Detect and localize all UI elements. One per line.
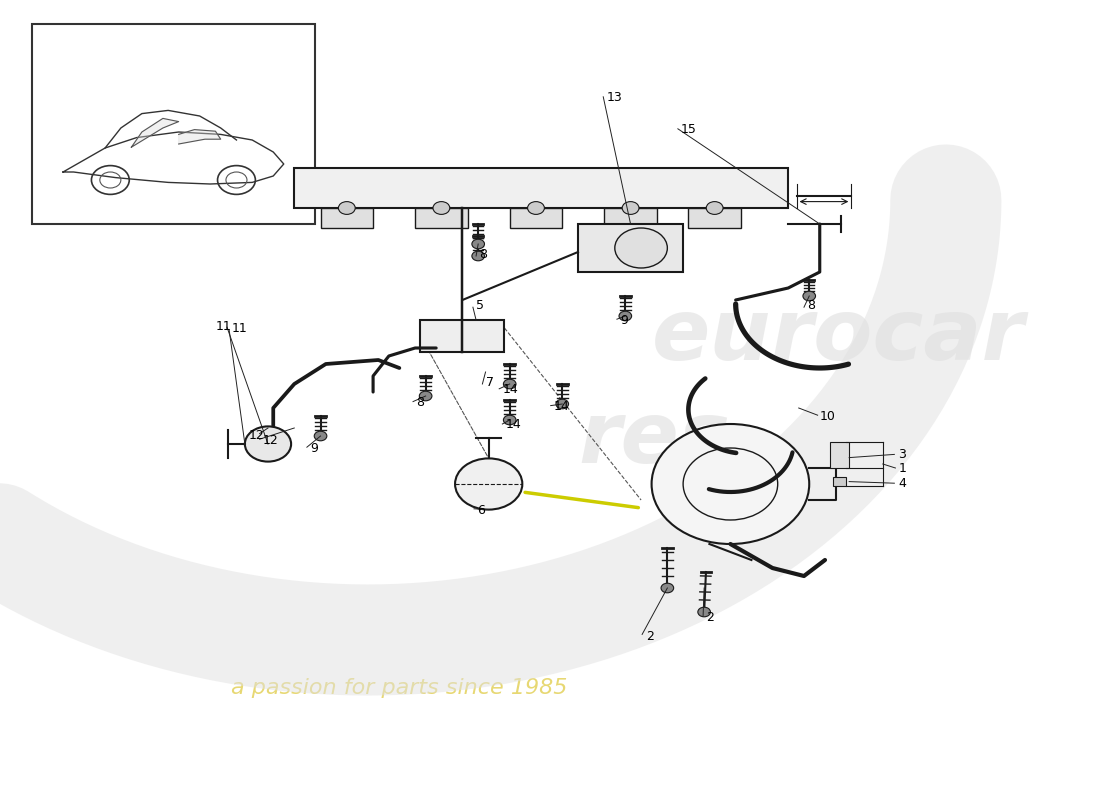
Text: 9: 9: [310, 442, 318, 454]
Text: 15: 15: [681, 123, 697, 136]
Circle shape: [706, 202, 723, 214]
Bar: [295, 168, 789, 208]
Text: 12: 12: [249, 429, 265, 442]
Text: 8: 8: [416, 396, 425, 409]
Bar: [689, 208, 741, 228]
Circle shape: [619, 311, 631, 321]
Text: 14: 14: [506, 418, 521, 431]
Bar: [834, 477, 846, 486]
Text: 8: 8: [480, 248, 487, 261]
Circle shape: [803, 291, 815, 301]
Bar: [320, 208, 373, 228]
Text: 13: 13: [606, 91, 623, 104]
Text: 9: 9: [620, 314, 628, 326]
Circle shape: [623, 202, 639, 214]
Text: 1: 1: [899, 462, 906, 474]
Text: 10: 10: [820, 410, 836, 422]
Circle shape: [315, 431, 327, 441]
Text: 3: 3: [899, 448, 906, 461]
Circle shape: [245, 426, 292, 462]
Bar: [32, 24, 316, 224]
Text: 5: 5: [476, 299, 484, 312]
Circle shape: [661, 583, 673, 593]
Circle shape: [697, 607, 711, 617]
Bar: [420, 320, 505, 352]
Bar: [509, 208, 562, 228]
Text: 8: 8: [807, 299, 815, 312]
Text: 7: 7: [485, 376, 494, 389]
Circle shape: [615, 228, 668, 268]
Text: a passion for parts since 1985: a passion for parts since 1985: [231, 678, 568, 698]
Circle shape: [472, 239, 484, 249]
Circle shape: [504, 415, 516, 425]
Text: 14: 14: [554, 400, 570, 413]
Text: 2: 2: [706, 611, 714, 624]
Text: eurocar: eurocar: [651, 294, 1024, 378]
Text: 11: 11: [216, 320, 231, 333]
Circle shape: [528, 202, 544, 214]
Text: 4: 4: [899, 477, 906, 490]
Circle shape: [339, 202, 355, 214]
Text: 6: 6: [477, 504, 485, 517]
Circle shape: [651, 424, 810, 544]
Text: res: res: [578, 398, 730, 482]
Circle shape: [504, 379, 516, 389]
Bar: [415, 208, 468, 228]
Bar: [604, 208, 657, 228]
Circle shape: [419, 391, 432, 401]
Circle shape: [455, 458, 522, 510]
Text: 14: 14: [503, 383, 518, 396]
Text: 12: 12: [263, 434, 278, 446]
Bar: [830, 442, 849, 468]
Text: 2: 2: [647, 630, 654, 642]
Polygon shape: [131, 118, 178, 147]
Text: 11: 11: [231, 322, 248, 334]
Bar: [578, 224, 683, 272]
Circle shape: [433, 202, 450, 214]
Circle shape: [472, 251, 484, 261]
Circle shape: [556, 399, 569, 409]
Polygon shape: [178, 130, 221, 144]
